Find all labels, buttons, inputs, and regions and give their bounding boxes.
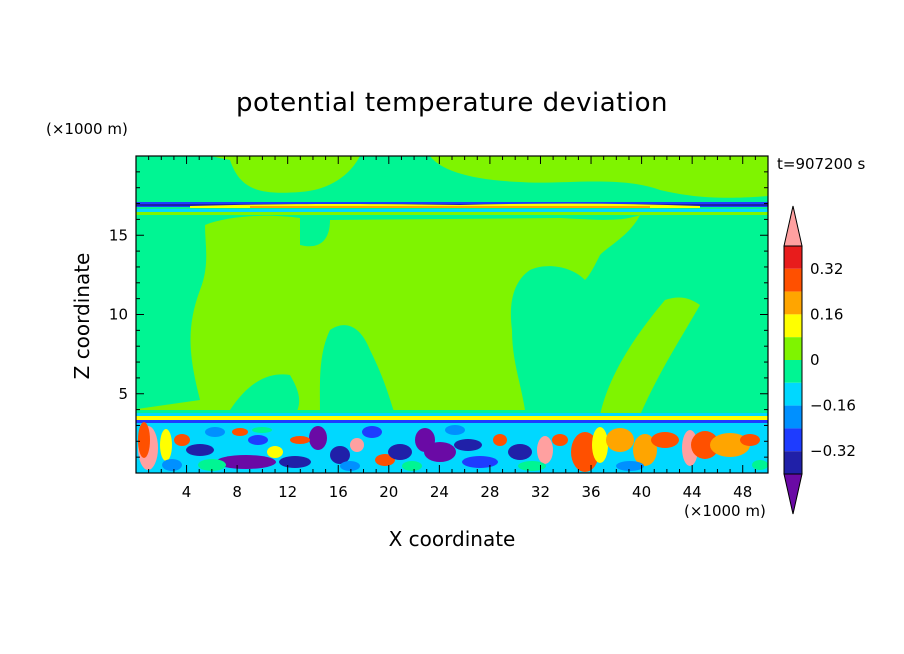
tropopause-green [136, 212, 768, 215]
colorbar-segment [784, 268, 802, 292]
x-tick-label: 44 [683, 483, 702, 501]
turbulence-blob [606, 428, 634, 452]
turbulence-blob [537, 436, 553, 464]
turbulence-blob [462, 456, 498, 468]
turbulence-blob [162, 459, 182, 471]
colorbar-min-extension [783, 473, 803, 515]
colorbar-label: 0.16 [810, 305, 843, 323]
turbulence-blob [198, 459, 226, 471]
colorbar-segment [784, 428, 802, 452]
chart-title: potential temperature deviation [236, 88, 668, 118]
inversion-yellow [136, 416, 768, 420]
turbulence-blob [138, 422, 150, 458]
heatmap-field [136, 156, 768, 473]
y-tick-label: 5 [118, 385, 128, 403]
colorbar-label: −0.16 [810, 397, 856, 415]
x-tick-label: 36 [581, 483, 600, 501]
colorbar-label: 0 [810, 351, 820, 369]
turbulence-blob [375, 454, 395, 466]
turbulence-blob [616, 461, 644, 471]
turbulence-blob [445, 425, 465, 435]
turbulence-blob [340, 461, 360, 471]
x-tick-label: 12 [278, 483, 297, 501]
turbulence-blob [174, 434, 190, 446]
mid-green-region-left [136, 215, 640, 410]
turbulence-blob [424, 442, 456, 462]
turbulence-blob [571, 432, 599, 472]
turbulence-blob [205, 427, 225, 437]
x-axis-label: X coordinate [388, 527, 516, 551]
turbulence-blob [454, 439, 482, 451]
low-cyan-pocket [230, 374, 300, 415]
x-axis-unit: (×1000 m) [684, 502, 766, 520]
colorbar-segment [784, 360, 802, 383]
colorbar-label: 0.32 [810, 260, 843, 278]
colorbar-segment [784, 405, 802, 429]
upper-green-region [136, 156, 768, 198]
turbulence-blob [186, 444, 214, 456]
colorbar-max-extension [783, 205, 803, 247]
turbulence-blob [350, 438, 364, 452]
y-tick-label: 10 [109, 306, 128, 324]
x-tick-label: 48 [733, 483, 752, 501]
tropopause-cyan [136, 209, 768, 212]
x-tick-label: 20 [379, 483, 398, 501]
colorbar-segment [784, 382, 802, 406]
turbulence-blob [252, 427, 272, 433]
turbulence-blob [740, 434, 760, 446]
turbulence-blob [402, 461, 422, 471]
turbulence-blob [232, 428, 248, 436]
upper-mid-cyan-region [360, 156, 430, 178]
turbulence-blob [633, 434, 657, 466]
colorbar-segment [784, 291, 802, 315]
y-tick-label: 15 [109, 226, 128, 244]
turbulence-blob [518, 461, 546, 471]
x-tick-label: 28 [480, 483, 499, 501]
boundary-layer-blobs [138, 422, 768, 472]
turbulence-blob [691, 431, 719, 459]
colorbar: 0.32 0.16 0 −0.16 −0.32 [783, 205, 856, 515]
turbulence-blob [216, 455, 276, 469]
turbulence-blob [267, 446, 283, 458]
colorbar-segment [784, 314, 802, 338]
colorbar-segment [784, 451, 802, 474]
colorbar-frame [783, 245, 803, 475]
turbulence-blob [330, 446, 350, 464]
turbulence-blob [710, 433, 750, 457]
colorbar-segment [784, 337, 802, 360]
y-axis-unit: (×1000 m) [46, 120, 128, 138]
tropopause-orange [250, 206, 650, 208]
turbulence-blob [290, 436, 310, 444]
turbulence-blob [362, 426, 382, 438]
right-green-plume [600, 297, 700, 415]
turbulence-blob [248, 435, 268, 445]
x-tick-label: 40 [632, 483, 651, 501]
x-tick-label: 24 [430, 483, 449, 501]
inversion-blue [136, 420, 768, 423]
turbulence-blob [508, 444, 532, 460]
turbulence-blob [493, 434, 507, 446]
turbulence-blob [592, 427, 608, 463]
x-tick-label: 16 [329, 483, 348, 501]
turbulence-blob [651, 432, 679, 448]
time-label: t=907200 s [777, 155, 866, 173]
upper-left-cyan-region [136, 156, 215, 187]
mid-cyan-pocket [319, 325, 395, 415]
turbulence-blob [388, 444, 412, 460]
turbulence-blob [279, 456, 311, 468]
x-tick-label: 8 [232, 483, 242, 501]
turbulence-blob [552, 434, 568, 446]
turbulence-blob [309, 426, 327, 450]
colorbar-segment [784, 246, 802, 269]
x-tick-label: 4 [182, 483, 192, 501]
colorbar-label: −0.32 [810, 442, 856, 460]
turbulence-blob [752, 460, 768, 470]
turbulence-blob [160, 429, 172, 461]
x-tick-label: 32 [531, 483, 550, 501]
